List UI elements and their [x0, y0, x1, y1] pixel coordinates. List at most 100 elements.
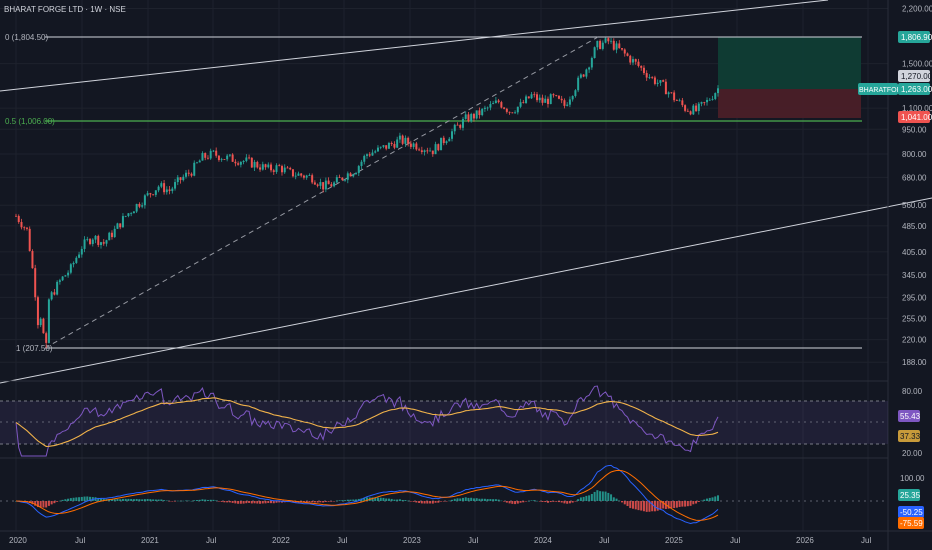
candle-body[interactable] [538, 97, 541, 101]
candle-body[interactable] [494, 100, 497, 104]
candle-body[interactable] [349, 173, 352, 177]
candle-body[interactable] [445, 141, 448, 144]
candle-body[interactable] [220, 159, 223, 161]
candle-body[interactable] [522, 102, 525, 104]
candle-body[interactable] [615, 43, 618, 50]
candle-body[interactable] [401, 135, 404, 144]
candle-body[interactable] [316, 184, 319, 186]
candle-body[interactable] [174, 182, 177, 189]
candle-body[interactable] [105, 240, 108, 244]
candle-body[interactable] [376, 147, 379, 152]
candle-body[interactable] [355, 173, 358, 175]
candle-body[interactable] [130, 213, 133, 215]
candle-body[interactable] [678, 100, 681, 102]
candle-body[interactable] [717, 88, 719, 94]
candle-body[interactable] [171, 188, 174, 192]
candle-body[interactable] [75, 257, 78, 263]
candle-body[interactable] [286, 167, 289, 169]
candle-body[interactable] [497, 100, 500, 103]
candle-body[interactable] [308, 175, 311, 176]
candle-body[interactable] [374, 151, 377, 153]
candle-body[interactable] [588, 67, 591, 70]
candle-body[interactable] [204, 153, 207, 158]
candle-body[interactable] [461, 118, 464, 128]
candle-body[interactable] [78, 254, 81, 258]
candle-body[interactable] [604, 38, 607, 43]
candle-body[interactable] [116, 223, 119, 229]
candle-body[interactable] [352, 174, 355, 177]
candle-body[interactable] [464, 114, 467, 119]
candle-body[interactable] [20, 222, 23, 228]
candle-body[interactable] [23, 227, 26, 229]
candle-body[interactable] [555, 95, 558, 97]
candle-body[interactable] [67, 272, 70, 276]
candle-body[interactable] [223, 159, 226, 161]
candle-body[interactable] [182, 176, 185, 181]
candle-body[interactable] [579, 74, 582, 78]
candle-body[interactable] [582, 74, 585, 77]
candle-body[interactable] [560, 98, 563, 101]
candle-body[interactable] [706, 99, 709, 103]
candle-body[interactable] [344, 179, 347, 181]
candle-body[interactable] [300, 173, 303, 176]
candle-body[interactable] [217, 155, 220, 161]
candle-body[interactable] [245, 157, 248, 161]
candle-body[interactable] [56, 281, 59, 295]
candle-body[interactable] [634, 59, 637, 62]
candle-body[interactable] [492, 103, 495, 105]
candle-body[interactable] [248, 157, 251, 159]
candle-body[interactable] [382, 145, 385, 147]
candle-body[interactable] [185, 172, 188, 177]
candle-body[interactable] [234, 161, 237, 164]
candle-body[interactable] [206, 157, 209, 159]
candle-body[interactable] [434, 144, 437, 155]
candle-body[interactable] [141, 205, 144, 207]
candle-body[interactable] [330, 184, 333, 187]
candle-body[interactable] [505, 108, 508, 112]
candle-body[interactable] [500, 102, 503, 108]
candle-body[interactable] [412, 143, 415, 147]
candle-body[interactable] [379, 146, 382, 148]
candle-body[interactable] [83, 239, 86, 249]
candle-body[interactable] [157, 186, 160, 191]
candle-body[interactable] [621, 48, 624, 50]
candle-body[interactable] [100, 242, 103, 245]
candle-body[interactable] [97, 235, 100, 245]
candle-body[interactable] [47, 299, 50, 343]
candle-body[interactable] [36, 297, 39, 326]
candle-body[interactable] [626, 53, 629, 56]
candle-body[interactable] [514, 112, 517, 114]
candle-body[interactable] [544, 98, 547, 103]
candle-body[interactable] [198, 160, 201, 163]
candle-body[interactable] [398, 135, 401, 140]
candle-body[interactable] [94, 235, 97, 240]
time-axis[interactable]: 2020 Jul 2021 Jul 2022 Jul 2023 Jul 2024 Jul 2025 J… [9, 536, 871, 545]
candle-body[interactable] [423, 150, 426, 153]
candle-body[interactable] [143, 195, 146, 206]
candle-body[interactable] [154, 190, 157, 195]
candle-body[interactable] [119, 223, 122, 228]
candle-body[interactable] [338, 177, 341, 178]
candle-body[interactable] [110, 232, 113, 238]
candle-body[interactable] [541, 97, 544, 103]
candle-body[interactable] [571, 96, 574, 100]
candle-body[interactable] [368, 154, 371, 156]
candle-body[interactable] [324, 180, 327, 190]
candle-body[interactable] [127, 213, 130, 216]
candle-body[interactable] [629, 55, 632, 63]
candle-body[interactable] [176, 177, 179, 183]
candle-body[interactable] [357, 166, 360, 174]
candle-body[interactable] [703, 102, 706, 103]
candle-body[interactable] [601, 42, 604, 49]
candle-body[interactable] [363, 155, 366, 162]
candle-body[interactable] [418, 149, 421, 151]
candle-body[interactable] [64, 275, 67, 277]
candle-body[interactable] [396, 139, 399, 148]
candle-body[interactable] [61, 276, 64, 281]
candle-body[interactable] [25, 227, 28, 229]
candle-body[interactable] [149, 193, 152, 195]
candle-body[interactable] [294, 175, 297, 177]
loss-zone[interactable] [718, 89, 861, 118]
candle-body[interactable] [250, 157, 253, 168]
candle-body[interactable] [453, 124, 456, 132]
